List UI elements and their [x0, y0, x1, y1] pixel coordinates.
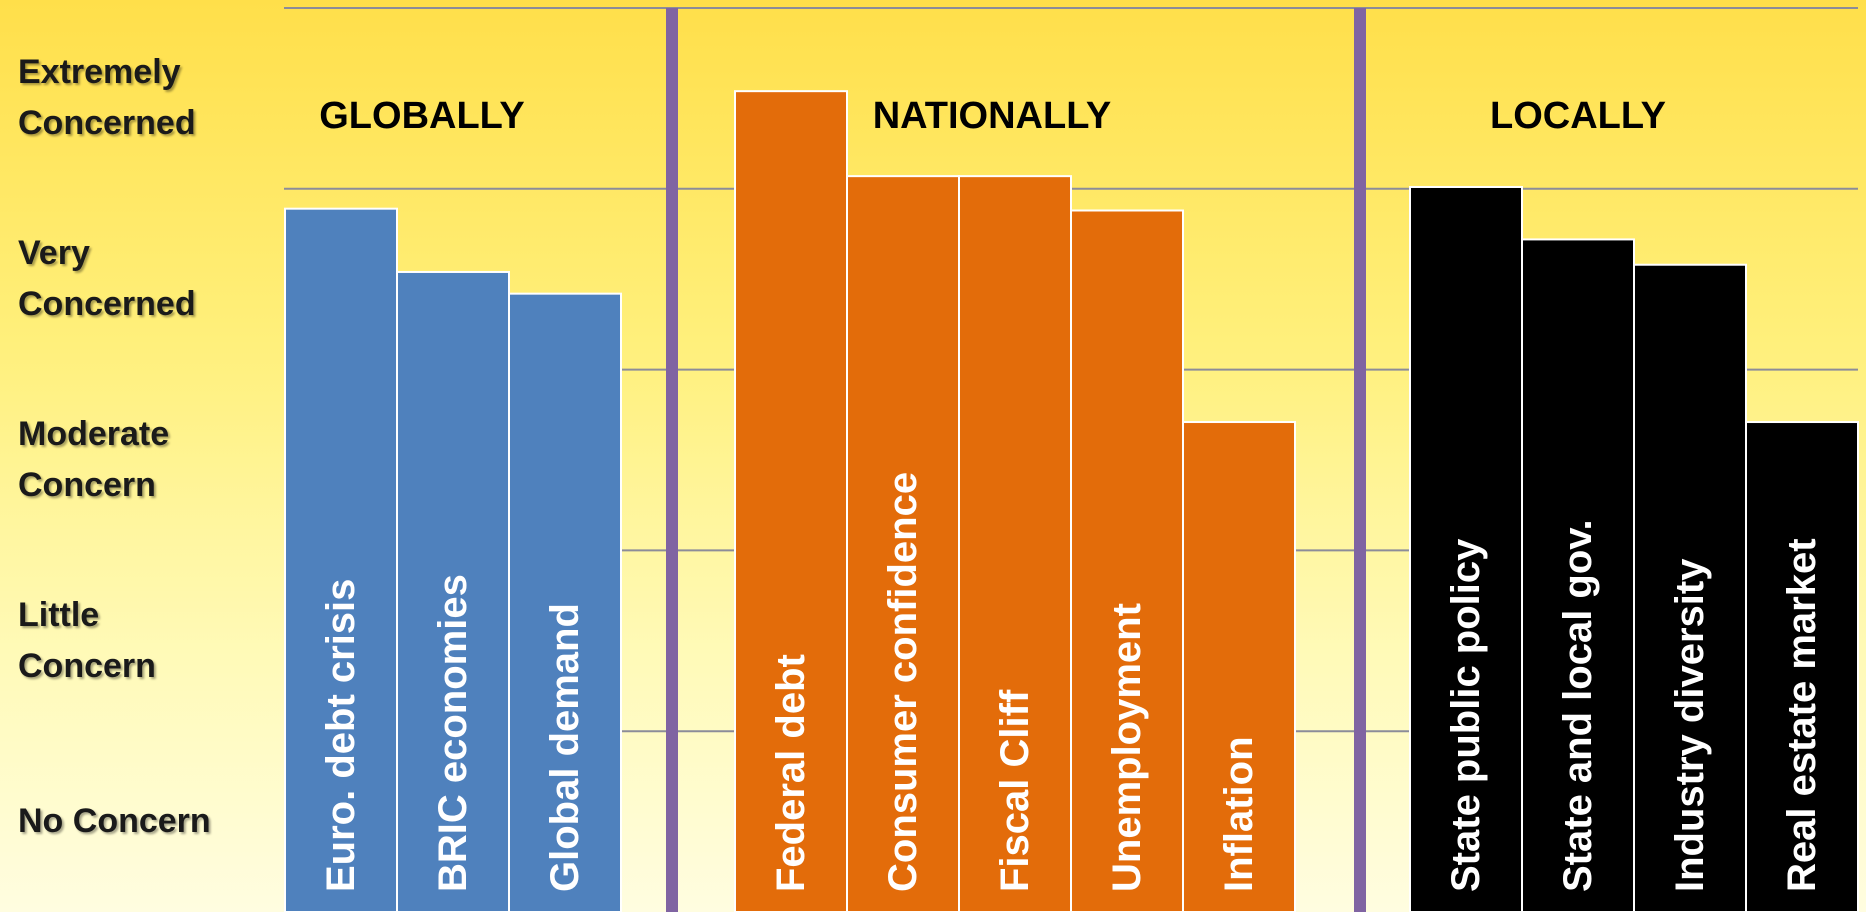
bar-label-nationally-1: Federal debt: [769, 654, 813, 892]
bar-label-globally-1: Euro. debt crisis: [319, 579, 363, 892]
bar-label-locally-2: State and local gov.: [1556, 519, 1600, 892]
y-label-2: Little Concern: [18, 590, 156, 692]
y-label-4: Very Concerned: [18, 228, 196, 330]
y-label-line: Concern: [18, 646, 156, 685]
bar-label-nationally-4: Unemployment: [1105, 603, 1149, 892]
y-label-line: Little: [18, 595, 100, 634]
bar-globally-2: [396, 270, 510, 912]
group-divider: [1354, 8, 1366, 912]
group-title-nationally: NATIONALLY: [873, 95, 1112, 137]
y-label-line: Concerned: [18, 104, 196, 143]
group-title-locally: LOCALLY: [1490, 95, 1666, 137]
bar-locally-3: [1633, 263, 1747, 912]
bar-label-globally-3: Global demand: [543, 603, 587, 892]
bar-label-nationally-3: Fiscal Cliff: [993, 689, 1037, 892]
bar-nationally-1: [734, 90, 848, 912]
bar-globally-3: [508, 292, 622, 912]
bar-label-globally-2: BRIC economies: [431, 574, 475, 892]
bar-nationally-2: [846, 175, 960, 912]
bar-globally-1: [284, 207, 398, 912]
y-label-3: Moderate Concern: [18, 409, 169, 511]
bar-label-nationally-5: Inflation: [1217, 736, 1261, 892]
bar-label-locally-4: Real estate market: [1780, 538, 1824, 892]
bar-locally-4: [1745, 421, 1859, 912]
y-label-5: Extremely Concerned: [18, 47, 196, 149]
bar-locally-2: [1521, 238, 1635, 912]
group-divider: [666, 8, 678, 912]
bar-nationally-5: [1182, 421, 1296, 912]
y-label-line: Extremely: [18, 53, 181, 92]
y-label-line: No Concern: [18, 802, 211, 841]
bar-label-locally-3: Industry diversity: [1668, 558, 1712, 892]
y-label-line: Very: [18, 234, 90, 273]
group-title-globally: GLOBALLY: [319, 95, 525, 137]
bar-label-nationally-2: Consumer confidence: [881, 472, 925, 892]
y-label-line: Concerned: [18, 285, 196, 324]
y-label-1: No Concern: [18, 796, 211, 847]
y-label-line: Concern: [18, 466, 156, 504]
bar-label-locally-1: State public policy: [1444, 538, 1488, 892]
y-label-line: Moderate: [18, 415, 170, 453]
